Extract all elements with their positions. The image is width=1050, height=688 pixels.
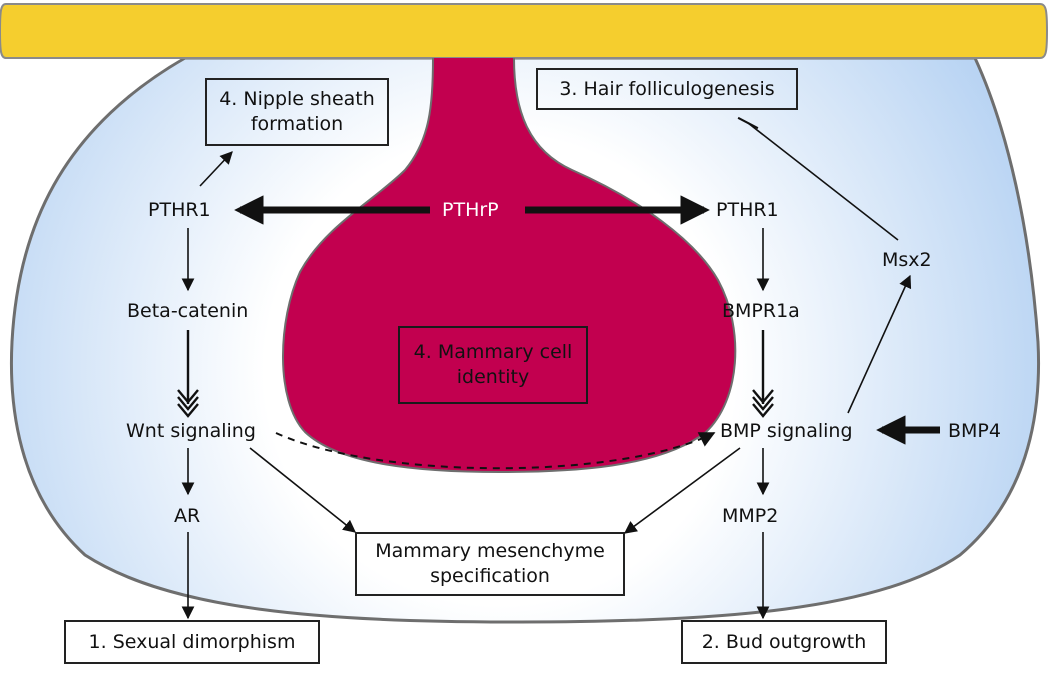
mammary-bud <box>282 58 736 472</box>
node-pthr1-left: PTHR1 <box>148 199 211 221</box>
node-bmpr1a: BMPR1a <box>722 300 800 322</box>
mesenchyme-spec-line1: Mammary mesenchyme <box>375 540 605 562</box>
mammary-identity-line1: 4. Mammary cell <box>413 341 573 363</box>
arrow-wnt-to-mesenchyme-spec <box>249 447 356 533</box>
node-wnt-signaling: Wnt signaling <box>126 420 256 442</box>
box-bud-outgrowth: 2. Bud outgrowth <box>681 620 887 664</box>
arrow-pthr1-to-nipple-sheath <box>199 151 233 187</box>
epithelial-layer <box>0 3 1049 59</box>
box-nipple-sheath-formation: 4. Nipple sheath formation <box>205 78 389 146</box>
node-mmp2: MMP2 <box>722 505 779 527</box>
node-bmp-signaling: BMP signaling <box>720 420 853 442</box>
inhibition-msx2-to-hair-folliculogenesis <box>737 116 899 241</box>
dashed-arrow-wnt-to-bmp <box>275 432 716 470</box>
box-hair-folliculogenesis: 3. Hair folliculogenesis <box>536 68 798 110</box>
box-sexual-dimorphism: 1. Sexual dimorphism <box>64 620 320 664</box>
node-beta-catenin: Beta-catenin <box>127 300 249 322</box>
node-pthr1-right: PTHR1 <box>716 199 779 221</box>
arrow-beta-catenin-to-wnt <box>177 330 199 418</box>
nipple-sheath-line2: formation <box>250 113 344 135</box>
node-msx2: Msx2 <box>882 249 932 271</box>
node-pthrp: PTHrP <box>442 199 499 221</box>
mammary-identity-line2: identity <box>456 366 530 388</box>
bud-outgrowth-label: 2. Bud outgrowth <box>701 630 867 653</box>
box-mammary-mesenchyme-specification: Mammary mesenchyme specification <box>355 532 625 596</box>
arrow-bmp-to-msx2 <box>847 274 912 414</box>
nipple-sheath-line1: 4. Nipple sheath <box>219 88 375 110</box>
arrow-bmpr1a-to-bmp-signaling <box>752 330 774 418</box>
arrow-bmp-to-mesenchyme-spec <box>623 447 741 534</box>
bud-neck-outline-left <box>282 57 501 473</box>
node-bmp4: BMP4 <box>948 420 1001 442</box>
bud-neck-outline-right <box>499 57 737 473</box>
node-ar: AR <box>174 505 201 527</box>
sexual-dimorphism-label: 1. Sexual dimorphism <box>88 630 296 653</box>
hair-folliculogenesis-label: 3. Hair folliculogenesis <box>559 77 775 100</box>
mesenchyme-spec-line2: specification <box>430 565 550 587</box>
box-mammary-cell-identity: 4. Mammary cell identity <box>398 326 588 404</box>
